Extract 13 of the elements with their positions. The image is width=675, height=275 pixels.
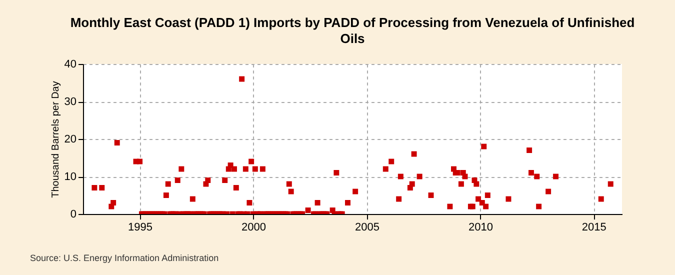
y-tick-label: 10 — [64, 171, 76, 183]
y-tick-label: 30 — [64, 96, 76, 108]
y-tick-label: 40 — [64, 58, 76, 70]
y-tick-label: 20 — [64, 134, 76, 146]
y-axis-title: Thousand Barrels per Day — [50, 81, 62, 198]
source-note: Source: U.S. Energy Information Administration — [30, 253, 219, 263]
x-tick-label: 2010 — [468, 222, 493, 234]
x-tick-label: 1995 — [128, 222, 153, 234]
x-tick-label: 2005 — [355, 222, 380, 234]
chart-title: Monthly East Coast (PADD 1) Imports by PADD of Processing from Venezuela of Unfinished Oils — [70, 15, 635, 46]
x-tick-label: 2015 — [582, 222, 606, 234]
x-tick-label: 2000 — [242, 222, 266, 234]
y-tick-label: 0 — [70, 208, 76, 220]
